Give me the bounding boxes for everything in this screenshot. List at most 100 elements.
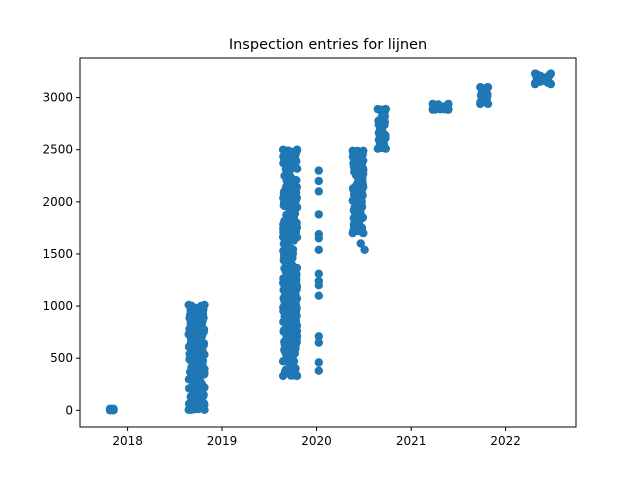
data-point xyxy=(200,405,209,414)
data-point xyxy=(314,269,323,278)
data-point xyxy=(282,274,291,283)
data-point xyxy=(288,213,298,222)
data-point xyxy=(291,279,301,289)
data-point xyxy=(280,155,289,164)
data-point xyxy=(191,309,201,319)
data-point xyxy=(539,75,548,84)
data-point xyxy=(476,83,485,92)
data-point xyxy=(314,210,323,219)
data-point xyxy=(198,317,207,326)
data-point xyxy=(377,123,386,133)
data-point xyxy=(444,105,453,114)
data-point xyxy=(184,300,193,310)
data-point xyxy=(373,144,382,153)
data-point xyxy=(428,99,437,109)
data-point xyxy=(287,180,297,189)
plot-frame xyxy=(79,57,577,428)
x-tick-label: 2022 xyxy=(490,434,521,448)
data-point xyxy=(281,191,291,201)
data-point xyxy=(189,343,198,352)
data-point xyxy=(285,223,294,232)
data-point xyxy=(281,164,290,174)
data-point xyxy=(187,365,196,374)
data-point xyxy=(286,173,296,182)
data-point xyxy=(188,379,198,389)
data-point xyxy=(314,291,323,300)
data-point xyxy=(286,264,296,273)
data-point xyxy=(292,145,302,154)
data-point xyxy=(314,338,323,347)
data-point xyxy=(476,99,485,109)
data-point xyxy=(314,281,323,290)
data-point xyxy=(192,354,202,364)
data-point xyxy=(280,171,289,180)
x-tick-label: 2018 xyxy=(112,434,143,448)
data-point xyxy=(476,91,486,100)
data-point xyxy=(355,193,365,202)
data-point xyxy=(284,201,293,210)
x-tick-label: 2019 xyxy=(207,434,238,448)
data-point xyxy=(348,228,357,238)
data-point xyxy=(289,314,298,323)
y-tick-label: 1500 xyxy=(42,247,73,261)
data-point xyxy=(193,404,202,413)
data-point xyxy=(356,239,365,248)
data-point xyxy=(197,329,206,338)
data-point xyxy=(200,300,209,310)
data-point xyxy=(281,281,291,290)
x-axis: 2018 2019 2020 2021 2022 xyxy=(112,427,521,448)
y-tick-label: 2500 xyxy=(42,143,73,157)
data-point xyxy=(354,181,363,191)
data-point xyxy=(314,332,323,341)
data-point xyxy=(278,371,288,381)
y-tick-label: 3000 xyxy=(42,91,73,105)
data-points xyxy=(105,69,556,415)
data-point xyxy=(357,223,367,233)
data-point xyxy=(546,79,556,89)
data-point xyxy=(109,406,118,415)
data-point xyxy=(314,234,323,243)
data-point xyxy=(356,208,365,217)
data-point xyxy=(381,144,390,153)
data-point xyxy=(377,113,386,122)
data-point xyxy=(373,104,382,114)
y-tick-label: 500 xyxy=(50,351,73,365)
data-point xyxy=(348,146,357,155)
data-point xyxy=(188,321,197,330)
data-point xyxy=(200,364,209,374)
x-tick-label: 2020 xyxy=(301,434,332,448)
y-tick-label: 0 xyxy=(65,403,73,417)
data-point xyxy=(285,359,294,368)
data-point xyxy=(287,346,296,355)
x-tick-label: 2021 xyxy=(396,434,427,448)
data-point xyxy=(282,210,291,220)
data-point xyxy=(314,245,323,254)
data-point xyxy=(314,366,323,375)
data-point xyxy=(286,244,295,253)
data-point xyxy=(314,358,323,367)
data-point xyxy=(355,163,364,173)
y-tick-label: 2000 xyxy=(42,195,73,209)
data-point xyxy=(483,99,493,109)
data-point xyxy=(359,146,368,155)
data-point xyxy=(349,213,358,223)
data-point xyxy=(530,69,540,78)
data-point xyxy=(381,131,390,140)
data-point xyxy=(278,145,288,154)
chart-title: Inspection entries for lijnen xyxy=(229,37,427,53)
data-point xyxy=(286,330,295,340)
data-point xyxy=(530,79,540,89)
data-point xyxy=(546,69,556,78)
data-point xyxy=(292,334,301,343)
y-tick-label: 1000 xyxy=(42,299,73,313)
data-point xyxy=(197,387,206,396)
data-point xyxy=(381,104,390,114)
data-point xyxy=(314,166,323,175)
data-point xyxy=(483,90,492,99)
data-point xyxy=(314,176,323,186)
data-point xyxy=(483,83,493,92)
data-point xyxy=(282,235,292,244)
data-point xyxy=(360,245,369,254)
